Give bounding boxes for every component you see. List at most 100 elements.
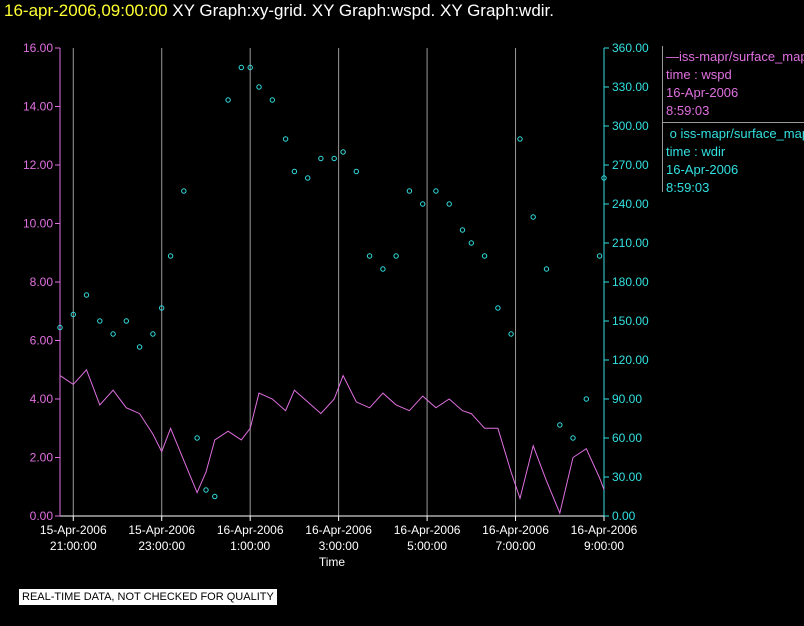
wdir-data-point: [331, 155, 337, 162]
y-right-tick-label: 300.00: [612, 119, 649, 133]
y-left-tick-label: 12.00: [23, 158, 53, 172]
legend-point-symbol: o: [666, 126, 681, 141]
wdir-data-point: [601, 175, 607, 181]
title-bar: 16-apr-2006,09:00:00 XY Graph:xy-grid. X…: [4, 1, 554, 21]
y-right-tick-label: 180.00: [612, 275, 649, 289]
wdir-data-point: [366, 253, 373, 259]
y-right-tick-label: 90.00: [612, 392, 642, 406]
x-tick-date-label: 16-Apr-2006: [305, 523, 372, 537]
x-tick-time-label: 5:00:00: [407, 539, 447, 553]
wdir-data-point: [468, 240, 474, 246]
y-left-tick-label: 0.00: [30, 509, 54, 523]
wdir-data-point: [150, 331, 156, 337]
y-right-tick-label: 360.00: [612, 41, 649, 55]
wdir-data-point: [181, 188, 187, 194]
wdir-data-point: [596, 253, 603, 259]
wdir-data-point: [543, 266, 550, 272]
y-left-tick-label: 14.00: [23, 100, 53, 114]
x-tick-date-label: 16-Apr-2006: [394, 523, 461, 537]
legend: —iss-mapr/surface_mapr time : wspd 16-Ap…: [662, 46, 804, 192]
y-right-tick-label: 150.00: [612, 314, 649, 328]
wdir-data-point: [136, 344, 143, 350]
legend-wspd-name: iss-mapr/surface_mapr: [679, 49, 804, 64]
quality-disclaimer: REAL-TIME DATA, NOT CHECKED FOR QUALITY: [19, 589, 277, 605]
legend-wspd-quantity: time : wspd: [666, 67, 732, 82]
wdir-data-point: [353, 168, 359, 175]
wdir-data-point: [517, 136, 523, 142]
y-right-tick-label: 120.00: [612, 353, 649, 367]
wdir-data-point: [123, 318, 130, 324]
x-axis-title: Time: [319, 555, 346, 569]
wdir-data-point: [406, 188, 413, 194]
x-tick-date-label: 16-Apr-2006: [571, 523, 638, 537]
wdir-data-point: [446, 201, 452, 207]
wspd-series-line: [59, 368, 605, 515]
y-right-tick-label: 270.00: [612, 158, 649, 172]
wdir-data-point: [420, 201, 426, 207]
legend-wspd-name-row: —iss-mapr/surface_mapr: [666, 48, 804, 66]
legend-wdir-time: 8:59:03: [666, 180, 710, 192]
legend-wdir-date: 16-Apr-2006: [666, 162, 739, 177]
legend-wspd-time: 8:59:03: [666, 103, 710, 118]
wdir-data-point: [225, 97, 231, 103]
y-right-tick-label: 330.00: [612, 80, 649, 94]
wdir-data-point: [159, 305, 165, 311]
x-tick-date-label: 16-Apr-2006: [482, 523, 549, 537]
y-left-tick-label: 8.00: [30, 275, 54, 289]
x-tick-date-label: 15-Apr-2006: [128, 523, 195, 537]
wdir-data-point: [282, 136, 289, 142]
wdir-data-point: [269, 97, 275, 103]
wdir-data-point: [570, 435, 576, 441]
wdir-data-point: [481, 253, 488, 259]
legend-line-symbol: —: [666, 49, 679, 64]
wdir-data-point: [495, 305, 501, 311]
wdir-data-point: [508, 331, 514, 337]
wdir-data-point: [256, 84, 262, 90]
wdir-data-point: [203, 487, 209, 493]
wdir-data-point: [212, 493, 218, 500]
wdir-data-point: [433, 188, 439, 194]
legend-wdir-name: iss-mapr/surface_mapr: [680, 126, 804, 141]
wdir-data-point: [57, 324, 63, 331]
wdir-data-point: [238, 64, 245, 71]
title-date: 16-apr-2006,09:00:00: [4, 1, 168, 20]
wdir-data-point: [557, 422, 563, 428]
wdir-data-point: [291, 168, 298, 175]
y-left-tick-label: 6.00: [30, 334, 54, 348]
wdir-data-point: [247, 64, 253, 71]
wdir-data-point: [583, 396, 589, 402]
x-tick-time-label: 23:00:00: [138, 539, 185, 553]
wdir-data-point: [318, 155, 324, 162]
wdir-data-point: [530, 214, 536, 220]
legend-wdir-name-row: o iss-mapr/surface_mapr: [666, 125, 804, 143]
wdir-data-point: [110, 331, 116, 337]
x-tick-time-label: 7:00:00: [496, 539, 536, 553]
y-right-tick-label: 30.00: [612, 470, 642, 484]
y-right-tick-label: 0.00: [612, 509, 636, 523]
wdir-data-point: [83, 292, 90, 298]
legend-entry-wdir: o iss-mapr/surface_mapr time : wdir 16-A…: [663, 122, 804, 192]
y-left-tick-label: 2.00: [30, 451, 54, 465]
legend-wspd-date: 16-Apr-2006: [666, 85, 739, 100]
wdir-data-point: [340, 149, 346, 155]
wdir-data-point: [194, 435, 200, 441]
y-right-tick-label: 60.00: [612, 431, 642, 445]
title-graph-names: XY Graph:xy-grid. XY Graph:wspd. XY Grap…: [172, 1, 555, 20]
wdir-data-point: [459, 227, 466, 233]
x-tick-time-label: 21:00:00: [50, 539, 97, 553]
legend-wdir-quantity: time : wdir: [666, 144, 726, 159]
x-tick-time-label: 1:00:00: [230, 539, 270, 553]
y-left-tick-label: 10.00: [23, 217, 53, 231]
x-tick-time-label: 9:00:00: [584, 539, 624, 553]
y-left-tick-label: 4.00: [30, 392, 54, 406]
wdir-data-point: [380, 266, 386, 272]
wdir-data-point: [97, 318, 103, 324]
wdir-data-point: [167, 253, 174, 259]
legend-entry-wspd: —iss-mapr/surface_mapr time : wspd 16-Ap…: [663, 46, 804, 122]
x-tick-time-label: 3:00:00: [319, 539, 359, 553]
x-tick-date-label: 15-Apr-2006: [40, 523, 107, 537]
wdir-data-point: [393, 253, 399, 259]
y-right-tick-label: 210.00: [612, 236, 649, 250]
wdir-data-point: [305, 175, 311, 181]
